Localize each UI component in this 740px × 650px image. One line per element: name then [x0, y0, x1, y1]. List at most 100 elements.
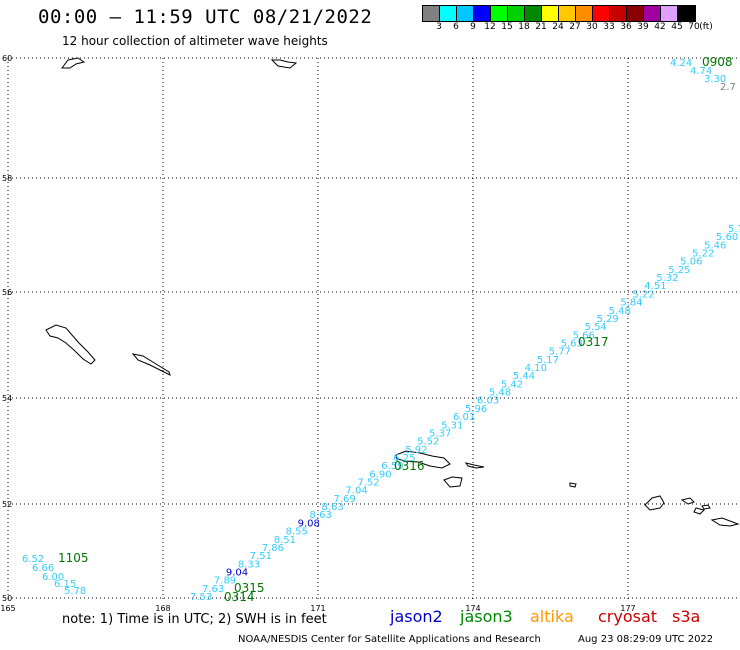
swh-value-label: 8.63: [310, 510, 332, 521]
lon-tick-label: 174: [465, 604, 480, 613]
island-shape: [701, 504, 711, 510]
swh-value-label: 8.33: [238, 559, 260, 570]
swh-value-label: 3.30: [704, 74, 726, 85]
swh-value-label: 5.48: [489, 388, 511, 399]
pass-time-label: 0316: [394, 459, 425, 473]
legend-swatch: [508, 6, 525, 21]
swh-value-label: 2.7: [720, 82, 736, 93]
swh-value-label: 4.24: [670, 58, 692, 69]
swh-value-label: 6.01: [453, 412, 475, 423]
legend-label: 3: [436, 22, 442, 32]
satellite-tracks: 7.537.637.899.048.337.517.868.518.559.08…: [22, 55, 740, 604]
island-shape: [61, 57, 86, 69]
island-shape: [693, 507, 705, 515]
swh-value-label: 5.44: [513, 371, 535, 382]
lon-tick-label: 171: [310, 604, 325, 613]
legend-label: 39: [637, 22, 649, 32]
lon-tick-label: 165: [0, 604, 15, 613]
swh-value-label: 5.70: [728, 224, 740, 235]
swh-value-label: 7.51: [250, 551, 272, 562]
lat-tick-label: 60: [2, 54, 12, 63]
swh-value-label: 5.32: [656, 273, 678, 284]
island-shape: [710, 517, 740, 527]
island-shape: [464, 462, 485, 469]
satellite-name: cryosat: [598, 607, 658, 626]
island-shape: [131, 353, 171, 376]
lat-tick-label: 58: [2, 174, 12, 183]
pass-time-label: 0908: [702, 55, 733, 69]
swh-value-label: 5.46: [704, 240, 726, 251]
swh-value-label: 6.15: [54, 579, 76, 590]
swh-value-label: 5.42: [501, 379, 523, 390]
legend-unit: (ft): [699, 22, 713, 32]
legend-swatch: [610, 6, 627, 21]
swh-value-label: 6.00: [42, 572, 64, 583]
color-legend: [422, 5, 696, 22]
swh-value-label: 6.90: [369, 469, 391, 480]
satellite-name: s3a: [672, 607, 701, 626]
legend-swatch: [457, 6, 474, 21]
lat-tick-label: 56: [2, 288, 12, 297]
swh-value-label: 5.60: [716, 232, 738, 243]
credit-text: NOAA/NESDIS Center for Satellite Applica…: [238, 634, 541, 645]
legend-swatch: [525, 6, 542, 21]
legend-swatch: [678, 6, 695, 21]
lat-tick-label: 52: [2, 500, 12, 509]
island-shape: [644, 495, 665, 511]
swh-value-label: 4.10: [525, 363, 547, 374]
swh-value-label: 5.06: [680, 257, 702, 268]
island-shape: [45, 324, 96, 365]
legend-label: 36: [620, 22, 632, 32]
swh-value-label: 5.52: [417, 437, 439, 448]
island-shape: [443, 476, 463, 488]
legend-label: 12: [484, 22, 496, 32]
footer-note: note: 1) Time is in UTC; 2) SWH is in fe…: [62, 612, 327, 627]
legend-swatch: [661, 6, 678, 21]
island-shape: [270, 59, 298, 69]
island-shape: [569, 482, 577, 488]
swh-value-label: 7.63: [202, 584, 224, 595]
swh-value-label: 5.78: [64, 586, 86, 597]
swh-value-label: 6.59: [381, 461, 403, 472]
legend-swatch: [474, 6, 491, 21]
legend-swatch: [593, 6, 610, 21]
swh-value-label: 5.22: [692, 249, 714, 260]
swh-value-label: 7.69: [333, 494, 355, 505]
swh-value-label: 6.66: [32, 563, 54, 574]
swh-value-label: 4.51: [644, 281, 666, 292]
lon-tick-label: 177: [620, 604, 635, 613]
lon-tick-label: 168: [155, 604, 170, 613]
swh-value-label: 5.48: [608, 306, 630, 317]
lat-tick-label: 54: [2, 394, 12, 403]
swh-value-label: 5.37: [429, 428, 451, 439]
timestamp-text: Aug 23 08:29:09 UTC 2022: [578, 634, 714, 645]
swh-value-label: 8.51: [274, 535, 296, 546]
swh-value-label: 7.53: [190, 592, 212, 603]
satellite-name: altika: [530, 607, 574, 626]
pass-time-label: 1105: [58, 551, 89, 565]
legend-swatch: [491, 6, 508, 21]
pass-time-label: 0315: [234, 581, 265, 595]
page-subtitle: 12 hour collection of altimeter wave hei…: [62, 34, 328, 48]
swh-value-label: 4.74: [690, 66, 712, 77]
lat-tick-label: 50: [2, 594, 12, 603]
legend-swatch: [627, 6, 644, 21]
swh-value-label: 5.96: [465, 404, 487, 415]
swh-value-label: 5.54: [585, 322, 607, 333]
swh-value-label: 6.52: [22, 554, 44, 565]
pass-time-label: 0314: [224, 590, 255, 604]
swh-value-label: 5.25: [668, 265, 690, 276]
swh-value-label: 5.92: [405, 445, 427, 456]
swh-value-label: 8.55: [286, 527, 308, 538]
legend-label: 27: [569, 22, 581, 32]
legend-label: 45: [671, 22, 683, 32]
legend-label: 21: [535, 22, 547, 32]
lat-lon-grid: 165 168 171 174 177 60 58 56 54 52 50: [0, 54, 740, 613]
legend-label: 6: [453, 22, 459, 32]
swh-value-label: 5.77: [549, 347, 571, 358]
swh-value-label: 6.03: [477, 396, 499, 407]
legend-swatch: [542, 6, 559, 21]
legend-label: 15: [501, 22, 513, 32]
island-shape: [680, 497, 695, 505]
